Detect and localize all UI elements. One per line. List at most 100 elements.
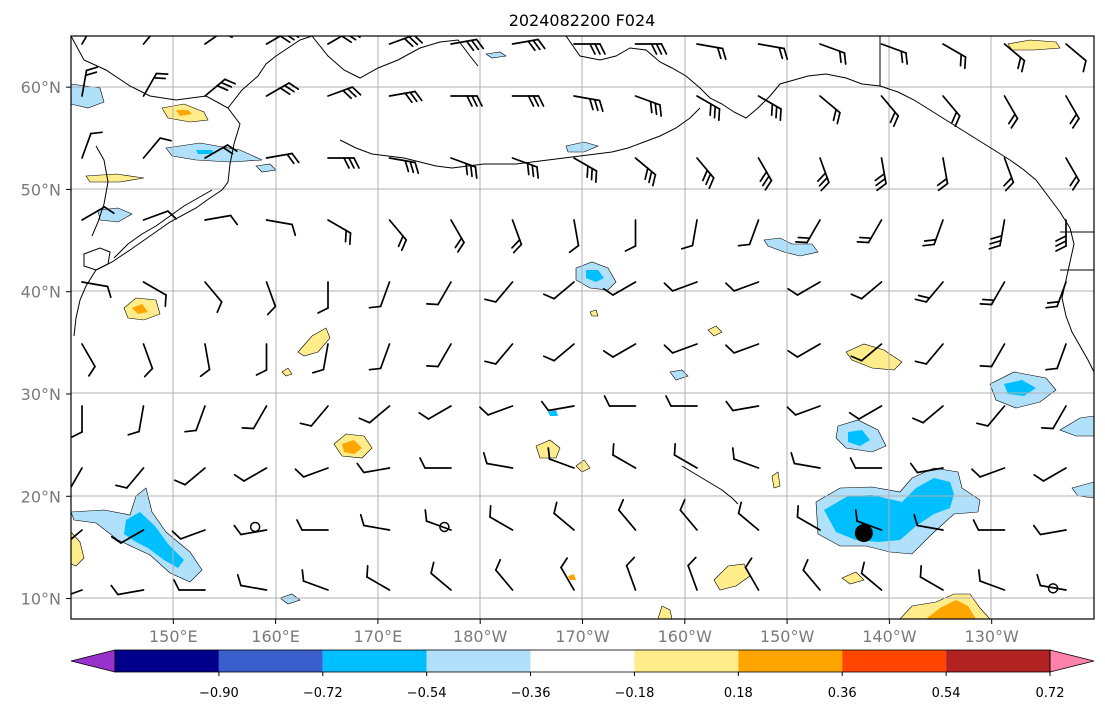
wind-barb-feather: [919, 564, 923, 578]
wind-barb-feather: [110, 584, 119, 596]
wind-barb-feather: [972, 519, 980, 531]
wind-barb-staff: [796, 516, 821, 531]
wind-barb-staff: [922, 405, 944, 424]
wind-barb: [568, 219, 580, 254]
wind-barb-feather: [849, 457, 857, 469]
wind-barb: [634, 95, 663, 117]
wind-barb: [790, 451, 821, 469]
coastline-alaska-panhandle: [879, 85, 1071, 229]
wind-barb-feather: [786, 406, 797, 416]
wind-barb-feather: [624, 245, 637, 252]
wind-barb-feather: [701, 169, 709, 182]
wind-barb-staff: [1056, 343, 1067, 370]
calm-wind-markers: [249, 521, 1059, 594]
wind-barb-feather: [721, 47, 727, 61]
wind-barb: [914, 343, 944, 365]
wind-barb-feather: [737, 243, 751, 247]
wind-barb-feather: [981, 298, 995, 302]
latitude-labels: 10°N 20°N 30°N 40°N 50°N 60°N: [21, 78, 71, 609]
wind-barb: [450, 95, 483, 107]
wind-barb-feather: [802, 558, 809, 571]
wind-barb-feather: [236, 573, 242, 587]
wind-barb: [204, 214, 239, 226]
wind-barb-feather: [224, 78, 237, 85]
wind-barb-feather: [850, 293, 863, 300]
colorbar-tick-label: −0.72: [303, 686, 343, 701]
wind-barb-feather: [1069, 175, 1078, 187]
wind-barb: [489, 504, 514, 531]
wind-barb-feather: [725, 344, 735, 354]
wind-barb: [368, 281, 391, 309]
wind-barb: [110, 584, 145, 596]
wind-barb-staff: [990, 343, 1006, 368]
wind-barb-staff: [748, 219, 760, 246]
wind-barb-feather: [744, 557, 753, 569]
wind-barb-feather: [283, 84, 295, 93]
wind-barb-staff: [796, 343, 821, 358]
wind-barb-feather: [547, 447, 551, 460]
wind-barb-staff: [427, 405, 452, 420]
wind-barb-feather: [923, 238, 937, 242]
wind-barb-staff: [120, 529, 145, 544]
wind-barb: [696, 95, 721, 122]
wind-barb-feather: [430, 561, 435, 575]
contour-pos-southeast-inner: [926, 600, 976, 619]
colorbar-tick-label: −0.18: [615, 686, 655, 701]
wind-barb: [802, 558, 821, 591]
wind-barb: [625, 556, 637, 591]
storm-center-marker: [854, 524, 873, 543]
wind-barb: [787, 343, 821, 358]
wind-barb-staff: [671, 281, 698, 292]
wind-barb-staff: [184, 467, 206, 486]
wind-barb-feather: [229, 214, 239, 226]
wind-barb: [663, 343, 698, 354]
wind-barb-staff: [560, 566, 575, 591]
wind-barb: [874, 157, 887, 192]
wind-barb: [848, 405, 883, 420]
wind-barb: [311, 343, 329, 374]
wind-barb-feather: [709, 103, 712, 117]
wind-barb-feather: [586, 165, 589, 179]
contour-pos-west-edge: [71, 531, 85, 567]
wind-barb-staff: [856, 520, 883, 531]
wind-barb-feather: [344, 229, 348, 243]
wind-barb-feather: [889, 111, 896, 124]
wind-barb: [617, 498, 637, 531]
wind-barb: [909, 462, 944, 474]
wind-barb-feather: [854, 509, 858, 522]
wind-barb-feather: [469, 164, 473, 178]
wind-barb-feather: [71, 431, 83, 438]
wind-barb-staff: [81, 36, 96, 45]
wind-barb-feather: [164, 294, 167, 308]
wind-barb-feather: [603, 395, 611, 407]
wind-barb-staff: [687, 564, 698, 591]
wind-barb: [71, 405, 83, 438]
wind-barb-feather: [475, 38, 485, 50]
wind-barb: [850, 343, 883, 362]
wind-barb-feather: [594, 170, 598, 184]
wind-barb-feather: [1055, 235, 1067, 242]
wind-barb: [199, 343, 211, 378]
wind-barb-feather: [876, 182, 887, 192]
wind-barb-feather: [588, 97, 594, 111]
wind-barb-feather: [470, 39, 480, 51]
wind-barb-feather: [1055, 240, 1067, 247]
wind-barb-feather: [794, 240, 808, 244]
wind-barb-staff: [494, 281, 514, 303]
colorbar-tick-label: −0.36: [511, 686, 551, 701]
wind-barb-feather: [713, 105, 717, 119]
contour-neg-small-c: [485, 51, 507, 59]
wind-barb: [1003, 95, 1019, 129]
contour-pos-small-c: [657, 605, 673, 619]
wind-barb-feather: [351, 86, 362, 96]
wind-barb: [425, 343, 452, 368]
wind-barb: [1055, 219, 1067, 252]
wind-barb: [687, 556, 698, 591]
wind-barb: [547, 447, 575, 469]
wind-barb-staff: [916, 467, 944, 474]
wind-barb-feather: [787, 287, 799, 296]
coastline-north-america-west: [1061, 227, 1094, 373]
lat-tick-label: 30°N: [21, 385, 61, 404]
wind-barb-feather: [471, 95, 478, 107]
wind-barb-feather: [153, 76, 167, 80]
